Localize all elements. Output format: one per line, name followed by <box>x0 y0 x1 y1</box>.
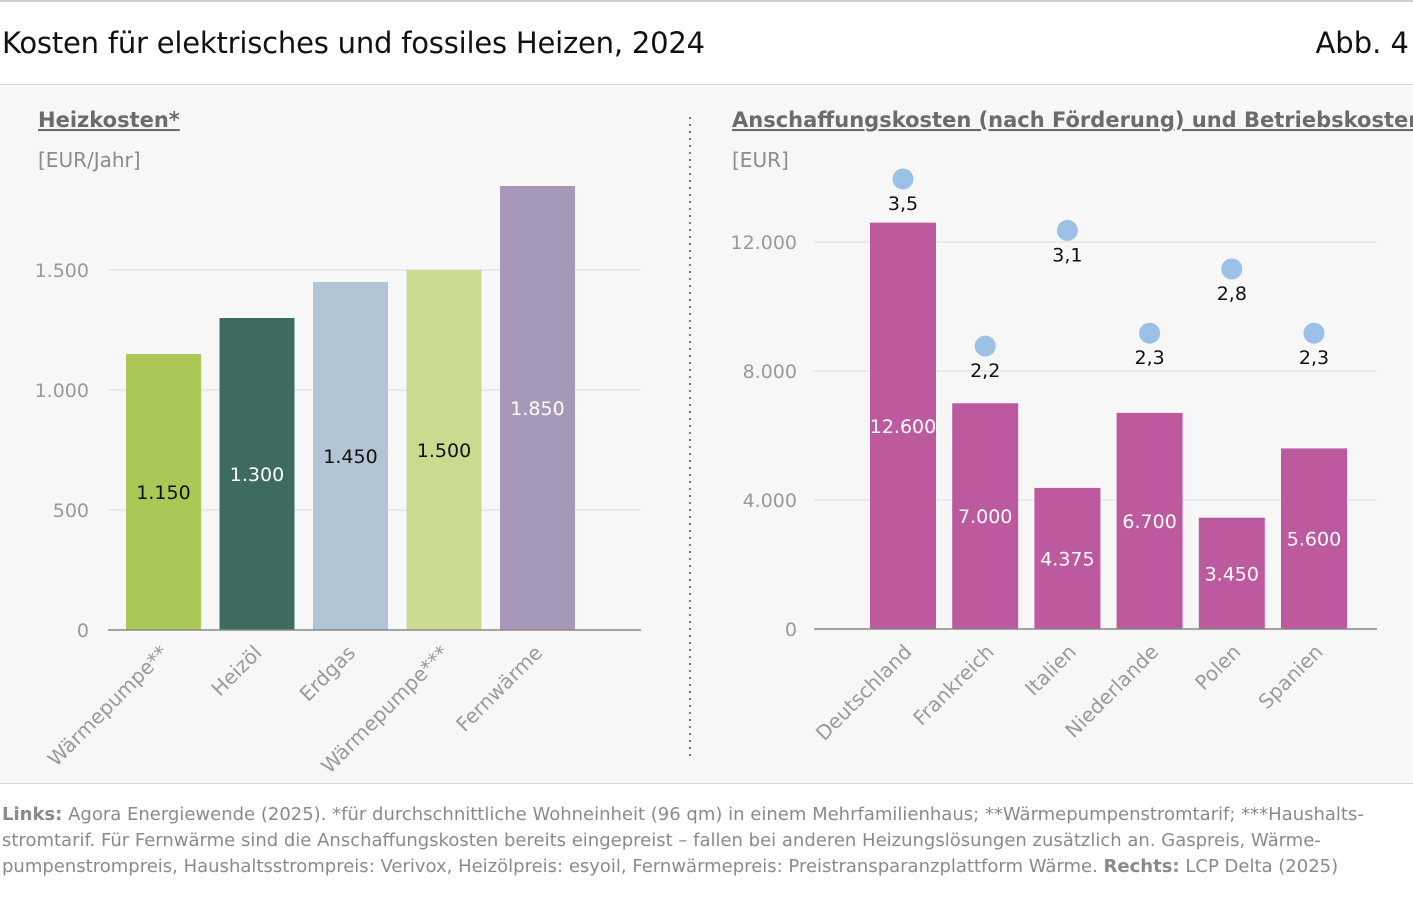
right-chart-unit: [EUR] <box>732 148 789 172</box>
page-title: Kosten für elektrisches und fossiles Hei… <box>2 26 705 60</box>
left-bar <box>406 270 482 630</box>
right-bar-value-label: 12.600 <box>870 416 936 438</box>
chart-panel: Heizkosten* [EUR/Jahr] 0 500 1.000 1.500 1.150… <box>0 84 1413 784</box>
right-bar-value-label: 3.450 <box>1205 563 1259 585</box>
right-bar-value-label: 6.700 <box>1122 511 1176 533</box>
right-marker-label: 2,3 <box>1299 347 1329 369</box>
right-marker-dot <box>974 335 996 357</box>
left-category-label: Erdgas <box>295 641 360 706</box>
right-marker-label: 3,5 <box>888 193 918 215</box>
right-bar-value-label: 4.375 <box>1040 548 1094 570</box>
right-marker-dot <box>1056 219 1078 241</box>
right-category-label: Italien <box>1020 640 1081 701</box>
left-category-label: Heizöl <box>206 641 266 701</box>
right-category-label: Spanien <box>1253 640 1327 714</box>
left-bar <box>126 354 201 630</box>
right-bar <box>870 222 936 629</box>
right-bar <box>1198 517 1265 629</box>
right-bar <box>952 403 1019 629</box>
right-bar <box>1034 487 1101 629</box>
footer-left-text: Agora Energiewende (2025). *für durchsch… <box>2 804 1364 877</box>
left-bar <box>500 186 575 630</box>
footer-right-text: LCP Delta (2025) <box>1185 856 1339 877</box>
right-bar <box>1281 448 1347 629</box>
left-chart-unit: [EUR/Jahr] <box>38 148 141 172</box>
right-category-label: Polen <box>1190 640 1245 695</box>
charts-svg: Heizkosten* [EUR/Jahr] 0 500 1.000 1.500 1.150… <box>35 108 1413 778</box>
left-bar-value-label: 1.850 <box>510 398 564 420</box>
right-y-tick-label: 12.000 <box>731 232 797 254</box>
right-marker-dot <box>892 168 914 190</box>
figure-number: Abb. 4 <box>1315 26 1409 60</box>
right-y-tick-label: 0 <box>785 619 797 641</box>
left-category-label: Fernwärme <box>451 641 547 737</box>
header: Kosten für elektrisches und fossiles Hei… <box>0 2 1413 84</box>
right-marker-dot <box>1221 258 1243 280</box>
right-bar <box>1116 412 1183 629</box>
left-bar <box>219 318 295 630</box>
left-bar-value-label: 1.300 <box>230 464 284 486</box>
right-marker-label: 3,1 <box>1052 244 1082 266</box>
footer-right-label: Rechts: <box>1103 856 1180 877</box>
left-chart-title: Heizkosten* <box>38 108 180 132</box>
right-marker-dot <box>1139 322 1161 344</box>
right-marker-label: 2,3 <box>1134 347 1164 369</box>
right-marker-dot <box>1303 322 1325 344</box>
left-y-tick-label: 500 <box>53 500 89 522</box>
right-category-label: Deutschland <box>811 640 917 746</box>
right-y-tick-label: 4.000 <box>743 490 797 512</box>
left-y-tick-label: 1.500 <box>35 260 89 282</box>
right-bar-value-label: 5.600 <box>1287 529 1341 551</box>
top-rule <box>0 0 1413 2</box>
left-y-tick-label: 0 <box>77 620 89 642</box>
left-y-tick-label: 1.000 <box>35 380 89 402</box>
left-bar <box>313 282 388 630</box>
right-bar-value-label: 7.000 <box>958 506 1012 528</box>
right-category-label: Frankreich <box>908 640 999 731</box>
right-marker-label: 2,8 <box>1217 283 1247 305</box>
right-chart-title: Anschaffungskosten (nach Förderung) und … <box>732 108 1413 132</box>
left-bar-value-label: 1.150 <box>136 482 190 504</box>
right-y-tick-label: 8.000 <box>743 361 797 383</box>
footer-left-label: Links: <box>2 804 63 825</box>
left-bar-value-label: 1.500 <box>417 440 471 462</box>
left-bar-value-label: 1.450 <box>323 446 377 468</box>
left-category-label: Wärmepumpe** <box>43 641 173 771</box>
footer-notes: Links: Agora Energiewende (2025). *für d… <box>2 802 1410 880</box>
right-marker-label: 2,2 <box>970 360 1000 382</box>
